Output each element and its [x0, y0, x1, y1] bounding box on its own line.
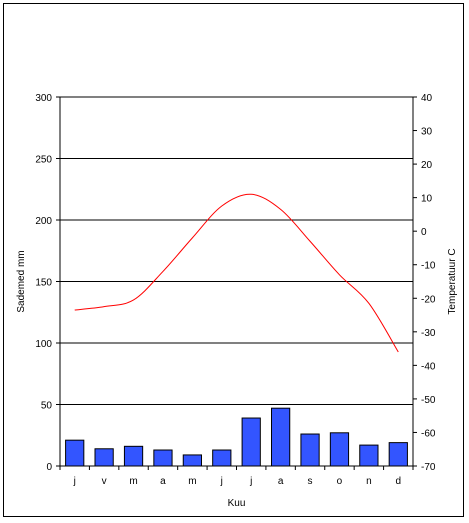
x-tick-label: m: [129, 476, 137, 487]
precipitation-bar: [182, 454, 202, 467]
precipitation-bar: [212, 449, 232, 467]
x-tick-label: j: [73, 476, 76, 487]
right-tick-label: 10: [421, 194, 433, 205]
x-tick-label: v: [102, 476, 107, 487]
left-tick-label: 50: [41, 401, 53, 412]
precipitation-bar: [65, 439, 85, 467]
precipitation-bars: [65, 407, 408, 467]
right-axis-label: Temperatuur C: [447, 248, 458, 314]
x-tick-label: d: [396, 476, 402, 487]
right-tick-label: -20: [421, 294, 436, 305]
right-tick-label: 0: [421, 227, 427, 238]
precipitation-bar: [123, 445, 144, 467]
right-tick-label: -70: [421, 462, 436, 473]
precipitation-bar: [329, 432, 350, 467]
right-tick-label: 20: [421, 160, 433, 171]
grid-lines: [60, 96, 413, 405]
x-tick-label: a: [278, 476, 284, 487]
right-tick-label: 30: [421, 127, 433, 138]
precipitation-bar: [241, 417, 261, 467]
left-tick-label: 250: [35, 155, 52, 166]
left-axis-ticks: 0 50 100 150 200 250 300: [35, 93, 60, 473]
left-axis-label: Sademed mm: [16, 250, 27, 312]
x-tick-label: m: [188, 476, 196, 487]
left-tick-label: 300: [35, 93, 52, 104]
left-tick-label: 0: [46, 462, 52, 473]
x-tick-label: j: [220, 476, 223, 487]
right-tick-label: -10: [421, 261, 436, 272]
right-tick-label: -60: [421, 428, 436, 439]
right-tick-label: -40: [421, 361, 436, 372]
left-tick-label: 100: [35, 339, 52, 350]
chart-frame: 0 50 100 150 200 250 300 -70 -60 -50 -40 -30 -20 -10…: [3, 3, 464, 517]
temperature-line-group: [74, 193, 399, 353]
x-tick-label: n: [366, 476, 372, 487]
precipitation-bar: [359, 444, 379, 467]
left-tick-label: 200: [35, 216, 52, 227]
left-tick-label: 150: [35, 278, 52, 289]
right-tick-label: 40: [421, 93, 433, 104]
precipitation-bar: [388, 442, 408, 467]
x-tick-label: j: [249, 476, 252, 487]
precipitation-bar: [153, 449, 173, 467]
right-tick-label: -50: [421, 395, 436, 406]
x-tick-label: a: [160, 476, 166, 487]
x-tick-label: s: [308, 476, 313, 487]
x-axis-label: Kuu: [228, 498, 246, 509]
precipitation-bar: [300, 433, 320, 467]
temperature-line: [74, 193, 399, 353]
x-tick-label: o: [337, 476, 343, 487]
right-tick-label: -30: [421, 328, 436, 339]
precipitation-bar: [271, 407, 291, 467]
precipitation-bar: [94, 448, 114, 467]
right-axis-ticks: -70 -60 -50 -40 -30 -20 -10 0 10 20 30 40: [413, 93, 436, 473]
